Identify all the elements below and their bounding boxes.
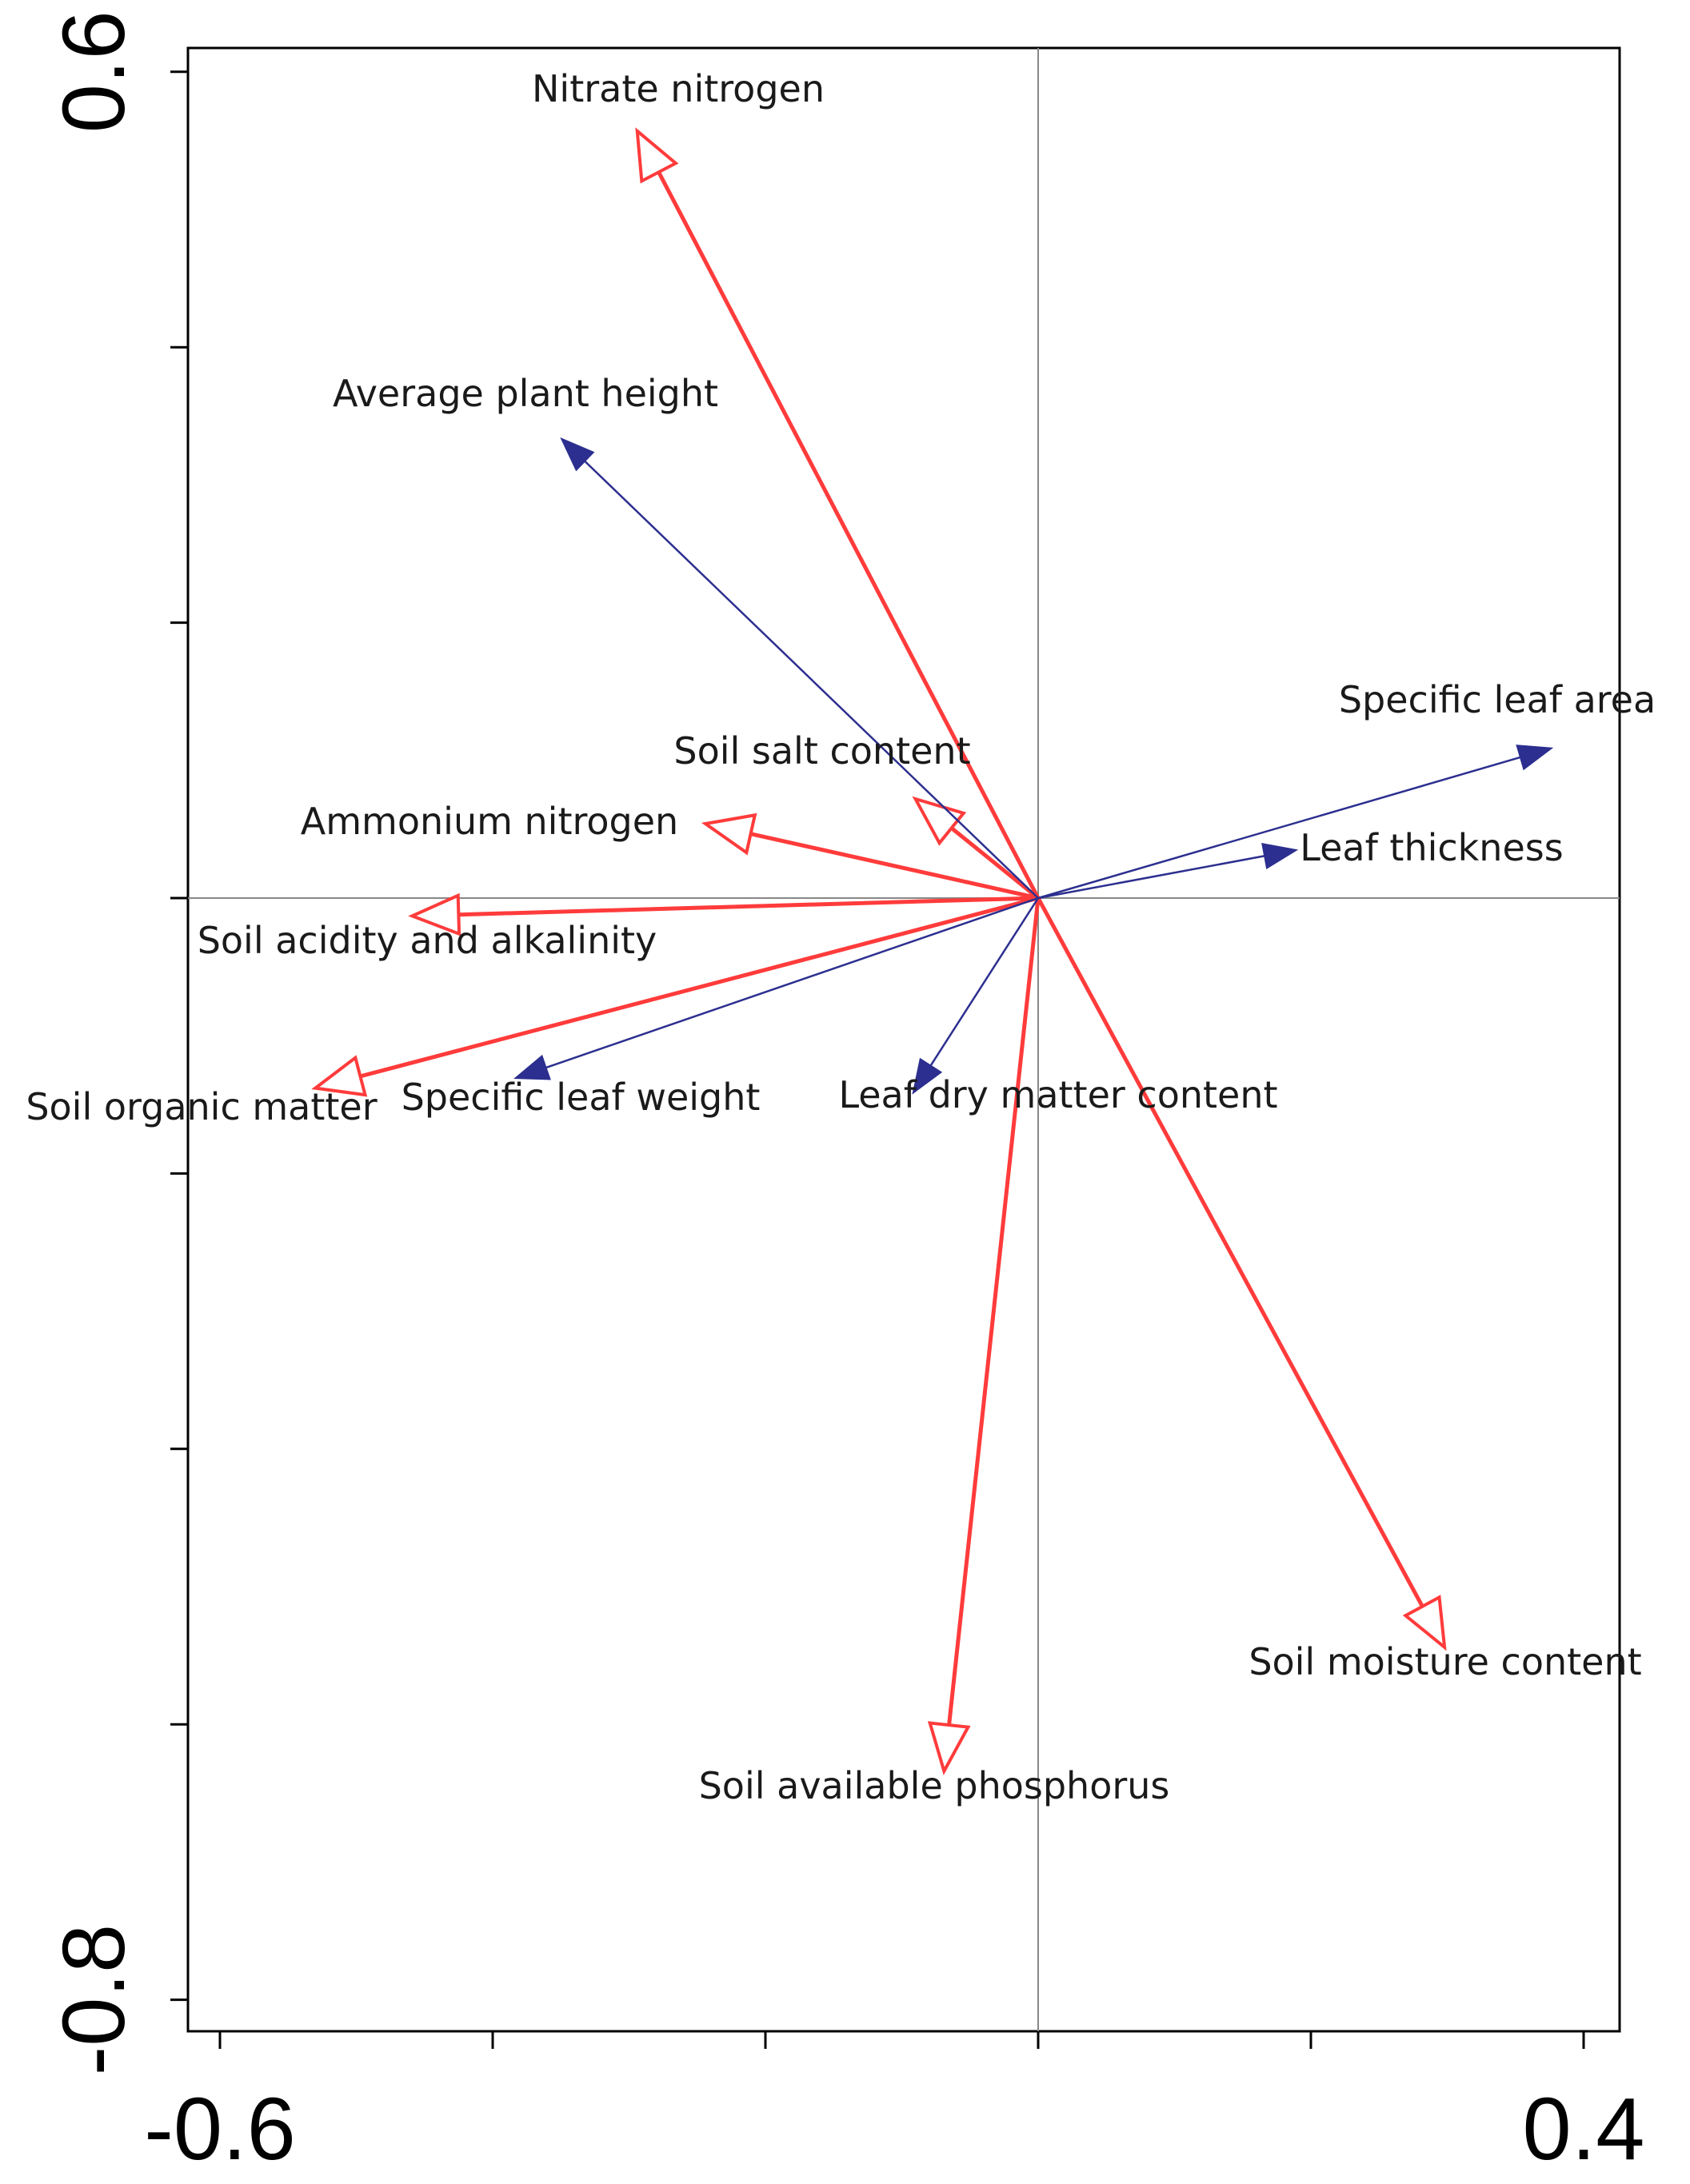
nitrate-nitrogen-vector-line xyxy=(657,171,1041,900)
soil-acidity-and-alkalinity-vector-line xyxy=(458,896,1039,917)
x-tick-label: -0.6 xyxy=(144,2080,296,2178)
soil-available-phosphorus-arrowhead xyxy=(927,1721,971,1775)
specific-leaf-weight-arrowhead xyxy=(513,1054,551,1080)
average-plant-height-label: Average plant height xyxy=(333,372,718,415)
soil-organic-matter-vector-line xyxy=(359,896,1039,1079)
leaf-thickness-vector-line xyxy=(1037,855,1265,900)
soil-salt-content-arrowhead xyxy=(912,796,967,846)
soil-moisture-content-arrowhead xyxy=(1402,1595,1447,1651)
specific-leaf-weight-vector-line xyxy=(545,896,1039,1069)
soil-salt-content-vector-line xyxy=(950,826,1040,900)
soil-moisture-content-vector-line xyxy=(1036,896,1424,1607)
leaf-thickness-arrowhead xyxy=(1261,843,1299,869)
labels-layer: Nitrate nitrogen Soil salt content Ammoniu… xyxy=(26,67,1656,1807)
leaf-dry-matter-content-label: Leaf dry matter content xyxy=(838,1073,1277,1116)
y-tick-label: 0.6 xyxy=(45,10,143,133)
average-plant-height-vector-line xyxy=(584,461,1039,899)
ammonium-nitrogen-label: Ammonium nitrogen xyxy=(301,800,678,843)
x-tick-label: 0.4 xyxy=(1523,2080,1645,2178)
ammonium-nitrogen-arrowhead xyxy=(701,813,757,856)
soil-moisture-content-label: Soil moisture content xyxy=(1249,1640,1641,1683)
specific-leaf-area-label: Specific leaf area xyxy=(1339,678,1656,721)
tick-labels-layer: -0.6 0.4 0.6 -0.8 xyxy=(45,10,1644,2178)
soil-organic-matter-arrowhead xyxy=(311,1055,368,1097)
ammonium-nitrogen-vector-line xyxy=(750,832,1039,900)
nitrate-nitrogen-arrowhead xyxy=(635,127,679,184)
average-plant-height-arrowhead xyxy=(560,437,595,472)
specific-leaf-weight-label: Specific leaf weight xyxy=(402,1076,761,1119)
plot-frame xyxy=(186,46,1621,2033)
soil-available-phosphorus-vector-line xyxy=(947,897,1041,1726)
axes-layer xyxy=(170,46,1621,2049)
soil-salt-content-label: Soil salt content xyxy=(673,729,970,773)
specific-leaf-area-arrowhead xyxy=(1516,745,1554,771)
leaf-thickness-label: Leaf thickness xyxy=(1300,826,1563,869)
soil-acidity-and-alkalinity-label: Soil acidity and alkalinity xyxy=(198,919,657,962)
soil-available-phosphorus-label: Soil available phosphorus xyxy=(699,1764,1170,1807)
leaf-dry-matter-content-arrowhead xyxy=(912,1057,943,1095)
leaf-dry-matter-content-vector-line xyxy=(929,897,1040,1066)
specific-leaf-area-vector-line xyxy=(1037,756,1520,900)
soil-acidity-and-alkalinity-arrowhead xyxy=(408,892,461,936)
nitrate-nitrogen-label: Nitrate nitrogen xyxy=(532,67,825,110)
y-tick-label: -0.8 xyxy=(45,1924,143,2076)
soil-organic-matter-label: Soil organic matter xyxy=(26,1085,377,1128)
vectors-layer xyxy=(311,127,1554,1775)
